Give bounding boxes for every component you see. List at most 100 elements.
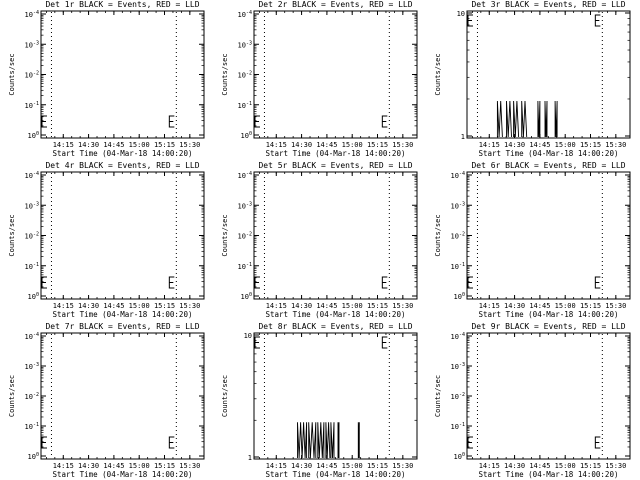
event-series-line — [330, 422, 335, 459]
event-series-line — [554, 100, 558, 138]
event-series-line — [544, 100, 548, 138]
plot-frame — [40, 332, 205, 460]
event-series-line — [325, 422, 331, 459]
x-tick-label: 14:30 — [504, 302, 525, 310]
e-marker-glyph — [467, 14, 473, 27]
x-tick-label: 15:15 — [154, 141, 175, 149]
x-tick-label: 14:45 — [529, 462, 550, 470]
y-tick-label: 10-2 — [25, 232, 39, 241]
y-tick-label: 100 — [454, 452, 465, 461]
event-series-line — [317, 422, 325, 459]
x-tick-label: 14:15 — [53, 302, 74, 310]
x-tick-label: 15:30 — [605, 302, 626, 310]
y-tick-label: 10 — [457, 10, 465, 18]
x-axis-label: Start Time (04-Mar-18 14:00:20) — [53, 310, 193, 319]
e-marker-glyph — [594, 436, 601, 449]
chart-title: Det 2r BLACK = Events, RED = LLD — [258, 0, 412, 9]
e-marker-glyph — [168, 436, 175, 449]
chart-title: Det 3r BLACK = Events, RED = LLD — [471, 0, 625, 9]
x-tick-label: 15:00 — [342, 141, 363, 149]
y-axis-label: Counts/sec — [434, 375, 442, 417]
y-tick-label: 10-1 — [451, 262, 465, 271]
x-tick-label: 14:45 — [103, 462, 124, 470]
e-marker-glyph — [467, 436, 473, 449]
y-tick-label: 10-3 — [451, 201, 465, 210]
x-tick-label: 14:15 — [479, 302, 500, 310]
x-tick-label: 15:30 — [605, 141, 626, 149]
x-tick-label: 14:30 — [504, 141, 525, 149]
x-tick-label: 14:45 — [316, 462, 337, 470]
x-tick-label: 15:30 — [392, 141, 413, 149]
y-tick-label: 10-2 — [25, 71, 39, 80]
y-tick-label: 10-3 — [238, 40, 252, 49]
chart-panel-2: Det 2r BLACK = Events, RED = LLD 14:15 14:… — [221, 0, 418, 158]
y-tick-label: 100 — [241, 292, 252, 301]
x-tick-label: 15:30 — [392, 302, 413, 310]
y-tick-label: 10-1 — [238, 262, 252, 271]
x-tick-label: 15:15 — [367, 302, 388, 310]
chart-panel-5: Det 5r BLACK = Events, RED = LLD 14:15 14:… — [221, 161, 418, 319]
y-tick-label: 10-3 — [238, 201, 252, 210]
event-series-line — [537, 100, 541, 138]
x-tick-label: 15:00 — [555, 141, 576, 149]
event-series-line — [521, 100, 528, 138]
event-series-line — [297, 422, 308, 459]
y-tick-label: 10-4 — [451, 332, 465, 341]
x-tick-label: 14:30 — [291, 302, 312, 310]
x-tick-label: 14:15 — [266, 141, 287, 149]
y-tick-label: 10-1 — [25, 422, 39, 431]
e-marker-glyph — [41, 436, 47, 449]
x-tick-label: 15:00 — [129, 462, 150, 470]
y-tick-label: 10-1 — [451, 422, 465, 431]
y-tick-label: 10-4 — [238, 171, 252, 180]
e-marker-glyph — [168, 115, 175, 128]
x-tick-label: 15:15 — [580, 141, 601, 149]
chart-title: Det 5r BLACK = Events, RED = LLD — [258, 161, 412, 170]
e-marker-glyph — [168, 276, 175, 289]
y-axis-label: Counts/sec — [221, 375, 229, 417]
plot-frame — [40, 10, 205, 139]
y-axis-label: Counts/sec — [434, 53, 442, 95]
plot-frame — [253, 171, 418, 300]
y-tick-label: 10-2 — [238, 232, 252, 241]
x-tick-label: 15:00 — [555, 302, 576, 310]
event-series-line — [308, 422, 317, 459]
y-tick-label: 10 — [244, 332, 252, 340]
y-tick-label: 100 — [28, 292, 39, 301]
x-axis-label: Start Time (04-Mar-18 14:00:20) — [53, 149, 193, 158]
y-tick-label: 10-4 — [25, 10, 39, 19]
plot-frame — [466, 10, 631, 139]
y-tick-label: 10-3 — [25, 40, 39, 49]
y-tick-label: 1 — [248, 454, 252, 462]
x-tick-label: 14:30 — [291, 462, 312, 470]
x-tick-label: 15:30 — [605, 462, 626, 470]
e-marker-glyph — [467, 276, 473, 289]
e-marker-glyph — [381, 115, 388, 128]
chart-panel-1: Det 1r BLACK = Events, RED = LLD 14:15 14:… — [8, 0, 205, 158]
chart-panel-4: Det 4r BLACK = Events, RED = LLD 14:15 14:… — [8, 161, 205, 319]
x-tick-label: 15:15 — [580, 302, 601, 310]
chart-panel-3: Det 3r BLACK = Events, RED = LLD 14:15 14:… — [434, 0, 631, 158]
y-tick-label: 10-1 — [238, 101, 252, 110]
chart-panel-7: Det 7r BLACK = Events, RED = LLD 14:15 14:… — [8, 322, 205, 479]
x-tick-label: 14:15 — [266, 302, 287, 310]
chart-title: Det 1r BLACK = Events, RED = LLD — [45, 0, 199, 9]
y-axis-label: Counts/sec — [221, 53, 229, 95]
x-axis-label: Start Time (04-Mar-18 14:00:20) — [266, 470, 406, 479]
x-tick-label: 14:30 — [78, 141, 99, 149]
chart-title: Det 7r BLACK = Events, RED = LLD — [45, 322, 199, 331]
x-tick-label: 15:00 — [342, 302, 363, 310]
plot-frame — [253, 10, 418, 139]
chart-title: Det 8r BLACK = Events, RED = LLD — [258, 322, 412, 331]
y-tick-label: 10-2 — [451, 392, 465, 401]
chart-title: Det 4r BLACK = Events, RED = LLD — [45, 161, 199, 170]
x-tick-label: 14:45 — [316, 302, 337, 310]
e-marker-glyph — [254, 115, 260, 128]
y-tick-label: 10-1 — [25, 262, 39, 271]
y-axis-label: Counts/sec — [221, 214, 229, 256]
x-tick-label: 15:30 — [179, 462, 200, 470]
plot-frame — [253, 332, 418, 460]
y-axis-label: Counts/sec — [434, 214, 442, 256]
y-tick-label: 100 — [454, 292, 465, 301]
y-tick-label: 10-4 — [238, 10, 252, 19]
